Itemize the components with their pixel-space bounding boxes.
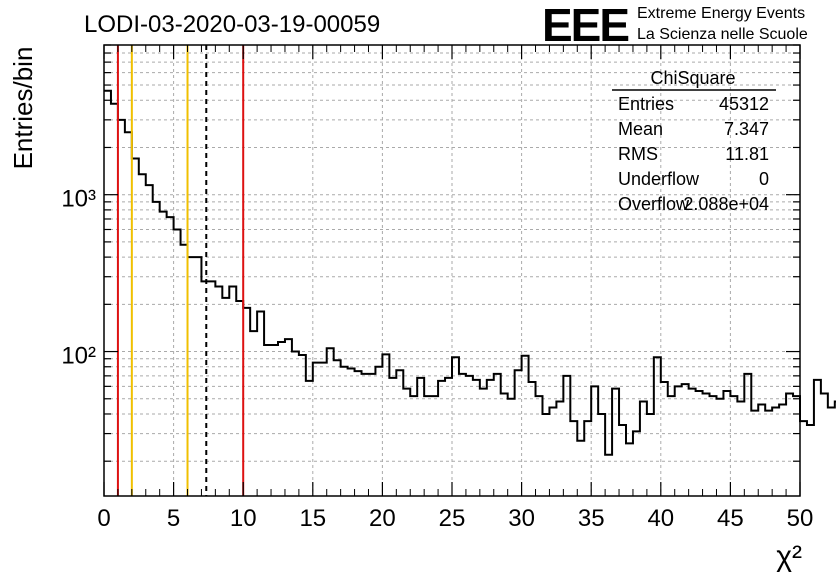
y-tick-label: 10³ bbox=[61, 186, 96, 213]
x-tick-label: 35 bbox=[578, 505, 605, 532]
x-tick-label: 5 bbox=[167, 505, 180, 532]
x-tick-label: 30 bbox=[508, 505, 535, 532]
x-tick-label: 40 bbox=[647, 505, 674, 532]
reference-lines bbox=[116, 45, 245, 496]
chart-title: LODI-03-2020-03-19-00059 bbox=[84, 11, 380, 38]
grid-lines bbox=[104, 44, 800, 496]
stats-row-value: 11.81 bbox=[725, 144, 769, 164]
x-tick-label: 20 bbox=[369, 505, 396, 532]
stats-row-label: Mean bbox=[618, 119, 663, 139]
y-tick-label: 10² bbox=[61, 343, 96, 370]
tick-labels: 0 5 10 15 20 25 30 35 40 45 50 10² 10³ bbox=[61, 186, 813, 532]
eee-logo: EEE Extreme Energy Events La Scienza nel… bbox=[542, 0, 808, 51]
stats-row-value: 0 bbox=[759, 169, 769, 189]
x-tick-label: 25 bbox=[439, 505, 466, 532]
stats-row-value: 45312 bbox=[719, 94, 769, 114]
logo-eee-text: EEE bbox=[542, 0, 628, 51]
x-tick-label: 45 bbox=[717, 505, 744, 532]
stats-name: ChiSquare bbox=[650, 68, 735, 88]
stats-row-label: Overflow bbox=[618, 194, 690, 214]
stats-row-value: 2.088e+04 bbox=[683, 194, 769, 214]
x-tick-label: 50 bbox=[787, 505, 814, 532]
y-axis-label: Entries/bin bbox=[8, 47, 38, 170]
x-tick-label: 0 bbox=[97, 505, 110, 532]
stats-box: ChiSquare Entries 45312 Mean 7.347 RMS 11.81 U… bbox=[612, 68, 776, 214]
axis-ticks bbox=[103, 44, 801, 496]
stats-row-label: Underflow bbox=[618, 169, 700, 189]
x-axis-label: χ² bbox=[776, 540, 802, 572]
x-tick-label: 15 bbox=[299, 505, 326, 532]
logo-line1: Extreme Energy Events bbox=[637, 5, 805, 22]
stats-row-label: RMS bbox=[618, 144, 658, 164]
histogram-series bbox=[104, 89, 836, 456]
stats-row-label: Entries bbox=[618, 94, 674, 114]
histogram-step-line bbox=[104, 89, 836, 456]
x-tick-label: 10 bbox=[230, 505, 257, 532]
stats-row-value: 7.347 bbox=[724, 119, 769, 139]
logo-line2: La Scienza nelle Scuole bbox=[637, 26, 808, 43]
